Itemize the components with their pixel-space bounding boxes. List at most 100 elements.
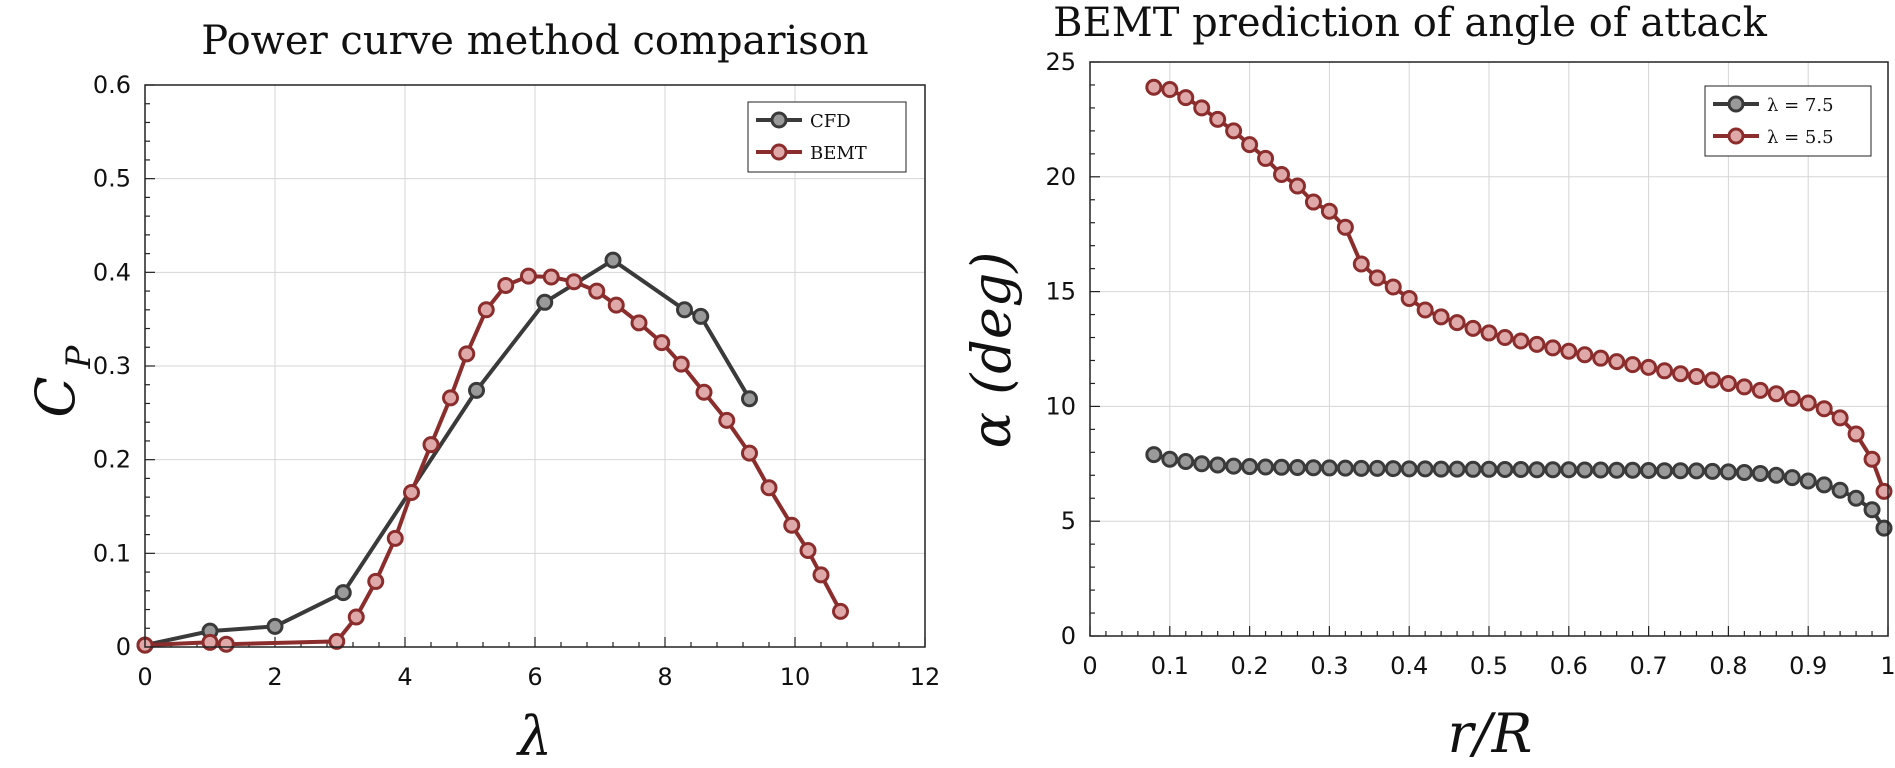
x-tick-label: 4	[397, 663, 412, 691]
data-point	[1592, 349, 1610, 367]
data-point	[1735, 378, 1753, 396]
x-tick-label: 0.1	[1151, 652, 1189, 680]
data-point	[266, 617, 284, 635]
data-point	[604, 251, 622, 269]
x-tick-label: 0.7	[1630, 652, 1668, 680]
data-point	[1815, 476, 1833, 494]
data-point	[1241, 136, 1259, 154]
legend-label-bemt: BEMT	[810, 143, 867, 164]
data-point	[1384, 460, 1402, 478]
data-point	[1560, 461, 1578, 479]
data-point	[477, 301, 495, 319]
data-point	[1464, 319, 1482, 337]
data-point	[1640, 358, 1658, 376]
data-point	[1225, 457, 1243, 475]
data-point	[741, 444, 758, 462]
data-point	[536, 293, 554, 311]
data-point	[741, 390, 758, 408]
data-point	[676, 301, 693, 319]
data-point	[1608, 353, 1626, 371]
data-point	[1352, 459, 1370, 477]
data-point	[1448, 460, 1466, 478]
data-point	[692, 307, 710, 325]
data-point	[630, 314, 648, 332]
series-line-1	[144, 274, 843, 648]
data-point	[1512, 332, 1530, 350]
series	[1145, 78, 1893, 537]
y-tick-label: 15	[1045, 278, 1076, 306]
data-point	[783, 516, 801, 534]
data-point	[565, 273, 583, 291]
data-point	[403, 483, 420, 501]
data-point	[1544, 461, 1562, 479]
data-point	[458, 345, 476, 363]
data-point	[1783, 389, 1801, 407]
data-point	[1528, 335, 1546, 353]
data-point	[1225, 122, 1243, 140]
data-point	[1687, 368, 1705, 386]
data-point	[1528, 461, 1546, 479]
data-point	[1432, 460, 1450, 478]
data-point	[442, 389, 459, 407]
data-point	[1161, 450, 1179, 468]
data-point	[1209, 110, 1227, 128]
x-tick-label: 8	[657, 663, 672, 691]
data-point	[217, 635, 235, 653]
data-point	[328, 632, 346, 650]
data-point	[386, 529, 404, 547]
data-point	[1719, 463, 1737, 481]
x-tick-label: 0.9	[1789, 652, 1827, 680]
data-point	[1320, 459, 1338, 477]
data-point	[672, 355, 690, 373]
y-tick-label: 20	[1045, 163, 1076, 191]
y-tick-label: 0.5	[93, 165, 131, 193]
data-point	[367, 572, 385, 590]
data-point	[1352, 255, 1370, 273]
data-point	[1193, 455, 1211, 473]
data-point	[1368, 269, 1386, 287]
y-tick-label: 0.2	[93, 446, 131, 474]
data-point	[799, 542, 817, 560]
data-point	[1177, 453, 1195, 471]
data-point	[468, 381, 485, 399]
data-point	[1448, 314, 1466, 332]
data-point	[1273, 458, 1291, 476]
data-point	[1336, 218, 1354, 236]
data-point	[1799, 472, 1817, 490]
data-point	[422, 436, 440, 454]
x-axis-label: λ	[516, 705, 552, 768]
data-point	[1576, 461, 1594, 479]
y-tick-label: 5	[1061, 507, 1076, 535]
data-point	[1640, 461, 1658, 479]
legend-label-cfd: CFD	[810, 111, 851, 132]
legend-swatch-marker	[1727, 127, 1745, 145]
data-point	[1257, 149, 1275, 167]
y-axis-label: α (deg)	[960, 252, 1023, 449]
data-point	[201, 633, 219, 651]
series	[136, 251, 849, 654]
x-tick-label: 1	[1880, 652, 1895, 680]
data-point	[1544, 339, 1562, 357]
data-point	[1496, 329, 1514, 347]
data-point	[497, 276, 515, 294]
data-point	[1656, 362, 1674, 380]
y-tick-label: 0.1	[93, 539, 131, 567]
data-point	[1416, 301, 1434, 319]
x-tick-label: 0.4	[1390, 652, 1428, 680]
x-tick-label: 6	[527, 663, 542, 691]
data-point	[347, 608, 365, 626]
data-point	[1592, 461, 1610, 479]
data-point	[1767, 385, 1785, 403]
data-point	[1288, 177, 1306, 195]
data-point	[1400, 289, 1418, 307]
data-point	[1560, 342, 1578, 360]
data-point	[718, 411, 736, 429]
data-point	[1368, 459, 1386, 477]
data-point	[1576, 346, 1594, 364]
data-point	[1416, 460, 1434, 478]
data-point	[1719, 374, 1737, 392]
y-tick-label: 0.4	[93, 258, 131, 286]
data-point	[334, 584, 352, 602]
data-point	[1608, 461, 1626, 479]
